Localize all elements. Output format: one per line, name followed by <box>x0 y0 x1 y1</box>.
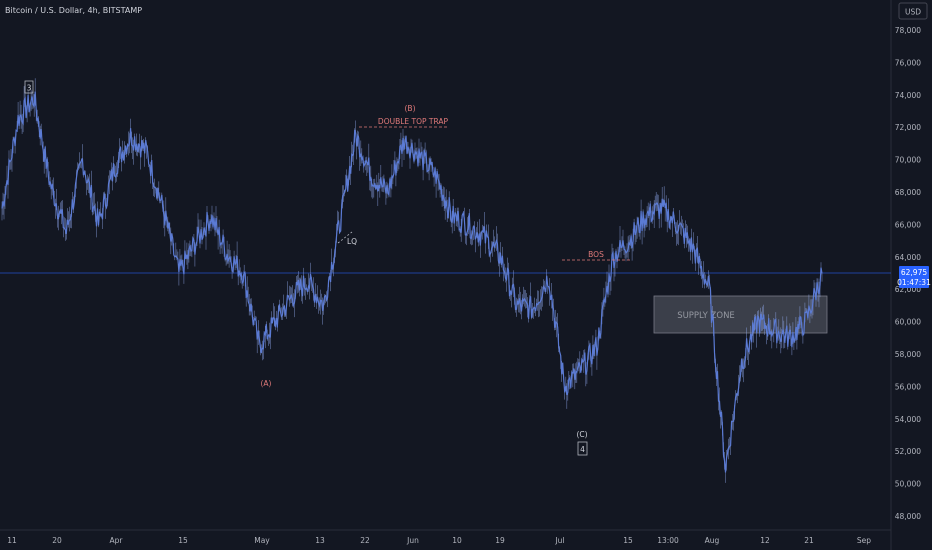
time-axis[interactable]: 11 20 Apr 15 May 13 22 Jun 10 19 Jul 15 13:00 Aug 12 21… <box>7 536 871 545</box>
wave-c-label: (C) <box>576 430 587 439</box>
x-tick-label: 13:00 <box>657 536 679 545</box>
y-tick-label: 54,000 <box>895 415 921 424</box>
y-tick-label: 70,000 <box>895 156 921 165</box>
x-tick-label: Jun <box>406 536 419 545</box>
x-tick-label: 15 <box>178 536 188 545</box>
y-tick-label: 56,000 <box>895 382 921 391</box>
y-tick-label: 62,000 <box>895 285 921 294</box>
y-tick-label: 52,000 <box>895 447 921 456</box>
y-tick-label: 78,000 <box>895 26 921 35</box>
currency-label: USD <box>905 8 921 17</box>
current-price-value: 62,975 <box>901 268 927 277</box>
wave-3-marker: 3 <box>24 80 34 94</box>
y-tick-label: 68,000 <box>895 188 921 197</box>
lq-label: LQ <box>347 237 357 246</box>
price-axis[interactable]: 78,000 76,000 74,000 72,000 70,000 68,000 66,0… <box>895 26 921 521</box>
wave-a-label: (A) <box>261 379 272 388</box>
price-series <box>1 78 823 483</box>
x-tick-label: 20 <box>52 536 62 545</box>
x-tick-label: 22 <box>360 536 370 545</box>
current-price-tag: 62,975 01:47:31 <box>897 266 931 288</box>
wave-4-marker: 4 <box>577 441 588 456</box>
x-tick-label: 11 <box>7 536 17 545</box>
wave-b-label: (B) <box>405 104 416 113</box>
x-tick-label: 21 <box>804 536 814 545</box>
x-tick-label: Sep <box>857 536 871 545</box>
price-line <box>1 91 823 473</box>
chart-title: Bitcoin / U.S. Dollar, 4h, BITSTAMP <box>5 6 142 15</box>
bos-label: BOS <box>588 250 604 259</box>
current-price-countdown: 01:47:31 <box>897 278 931 287</box>
y-tick-label: 64,000 <box>895 253 921 262</box>
x-tick-label: 10 <box>452 536 462 545</box>
x-tick-label: 19 <box>495 536 505 545</box>
y-tick-label: 74,000 <box>895 91 921 100</box>
supply-zone-label: SUPPLY ZONE <box>677 311 735 321</box>
x-tick-label: Jul <box>554 536 564 545</box>
x-tick-label: May <box>254 536 270 545</box>
y-tick-label: 60,000 <box>895 318 921 327</box>
y-tick-label: 50,000 <box>895 480 921 489</box>
x-tick-label: 12 <box>760 536 770 545</box>
double-top-label: DOUBLE TOP TRAP <box>378 117 449 126</box>
y-tick-label: 48,000 <box>895 512 921 521</box>
x-tick-label: 13 <box>315 536 325 545</box>
y-tick-label: 58,000 <box>895 350 921 359</box>
y-tick-label: 66,000 <box>895 220 921 229</box>
wave-4-label: 4 <box>580 445 585 454</box>
wave-3-label: 3 <box>27 84 32 93</box>
x-tick-label: 15 <box>623 536 633 545</box>
currency-button[interactable]: USD <box>898 2 928 20</box>
x-tick-label: Aug <box>705 536 720 545</box>
x-tick-label: Apr <box>110 536 124 545</box>
lq-line <box>337 231 353 244</box>
y-tick-label: 76,000 <box>895 58 921 67</box>
y-tick-label: 72,000 <box>895 123 921 132</box>
